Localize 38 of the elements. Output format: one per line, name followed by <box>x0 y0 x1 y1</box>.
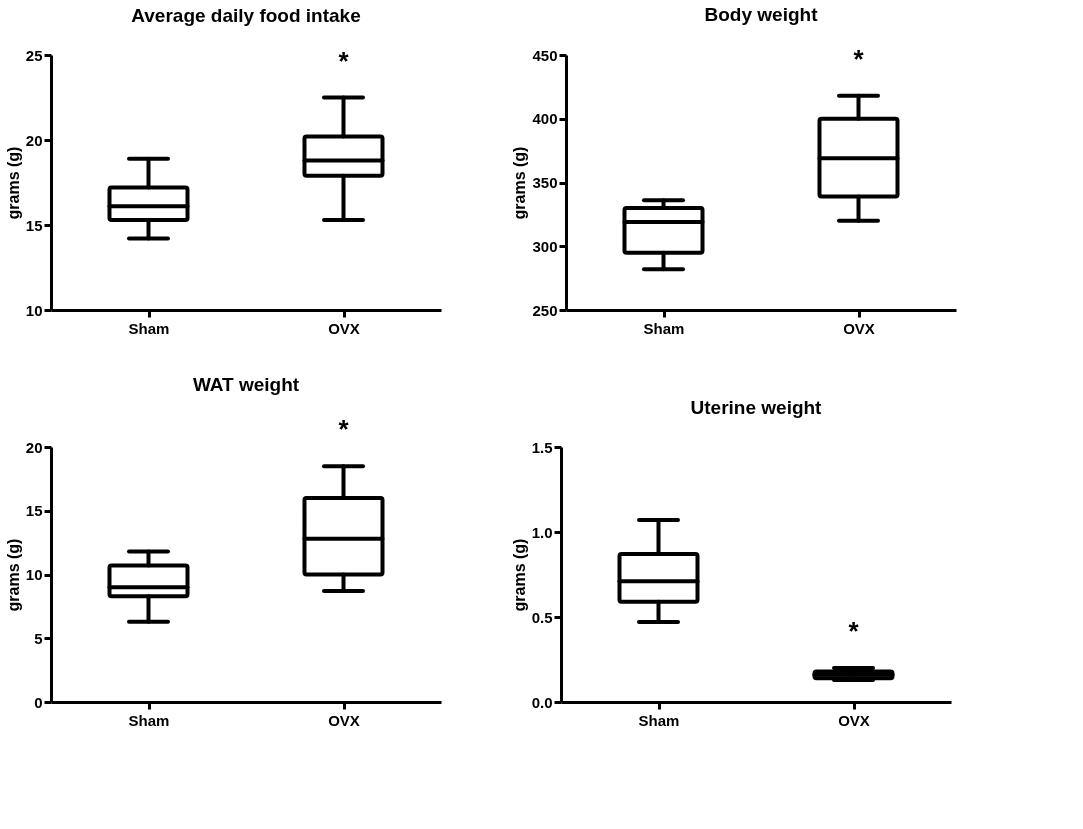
x-tick-label: Sham <box>638 711 680 729</box>
annotation: * <box>848 616 860 646</box>
y-tick-label: 15 <box>25 216 43 234</box>
y-axis-title: grams (g) <box>511 146 529 220</box>
x-tick-label: Sham <box>643 319 685 337</box>
annotation: * <box>338 45 350 76</box>
y-axis-title: grams (g) <box>4 146 22 220</box>
y-tick-label: 10 <box>25 301 43 319</box>
y-tick-label: 10 <box>25 566 43 583</box>
y-tick-label: 0.0 <box>531 693 553 711</box>
y-axis-title: grams (g) <box>510 538 528 612</box>
y-tick-label: 20 <box>25 131 43 149</box>
annotation: * <box>853 43 865 74</box>
y-tick-label: 400 <box>532 110 558 128</box>
x-tick-label: Sham <box>128 319 170 337</box>
y-axis-title: grams (g) <box>4 538 22 612</box>
y-tick-label: 350 <box>532 174 558 191</box>
x-tick-label: OVX <box>328 711 360 729</box>
y-tick-label: 1.0 <box>531 523 553 541</box>
y-tick-label: 300 <box>532 237 558 255</box>
y-tick-label: 25 <box>25 46 43 64</box>
y-tick-label: 0 <box>34 693 43 711</box>
chart-title: WAT weight <box>192 374 300 396</box>
y-tick-label: 15 <box>25 502 43 520</box>
chart-title: Body weight <box>704 3 819 25</box>
x-tick-label: OVX <box>838 711 870 729</box>
y-tick-label: 20 <box>25 438 43 456</box>
chart-title: Average daily food intake <box>131 5 361 26</box>
y-tick-label: 250 <box>532 301 558 319</box>
y-tick-label: 450 <box>532 46 558 64</box>
x-tick-label: Sham <box>128 711 170 729</box>
y-tick-label: 5 <box>34 629 43 647</box>
chart-title: Uterine weight <box>690 397 823 418</box>
x-tick-label: OVX <box>843 319 875 337</box>
y-tick-label: 1.5 <box>531 438 553 456</box>
y-tick-label: 0.5 <box>531 608 553 626</box>
text: * <box>338 414 350 445</box>
x-tick-label: OVX <box>328 319 360 337</box>
